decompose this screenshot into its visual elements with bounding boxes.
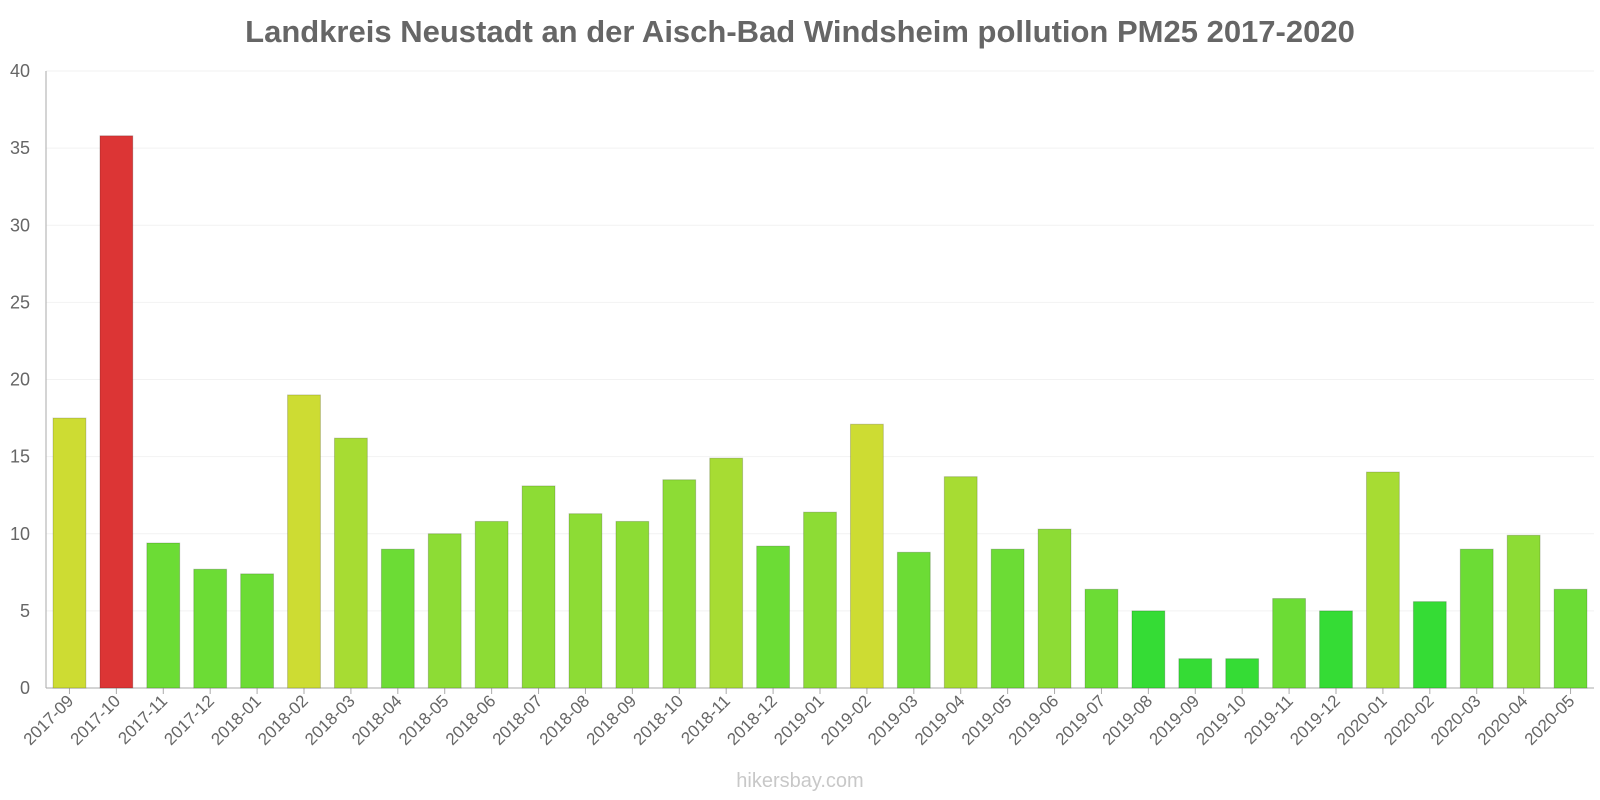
x-tick-label: 2019-01 (770, 691, 828, 749)
x-tick-labels: 2017-092017-102017-112017-122018-012018-… (20, 691, 1579, 749)
x-tick-label: 2018-02 (254, 691, 312, 749)
x-tick-label: 2019-07 (1052, 691, 1110, 749)
x-tick-label: 2018-09 (583, 691, 641, 749)
y-tick-label: 40 (10, 61, 30, 81)
y-tick-labels: 0 5 10 15 20 25 30 35 40 (10, 61, 30, 698)
x-tick-label: 2018-10 (630, 691, 688, 749)
y-tick-label: 10 (10, 524, 30, 544)
x-tick-label: 2017-09 (20, 691, 78, 749)
bar-2019-11[interactable] (1272, 598, 1307, 689)
bar-2019-09[interactable] (1178, 658, 1213, 689)
x-tick-label: 2018-07 (489, 691, 547, 749)
bar-2019-10[interactable] (1225, 658, 1260, 689)
x-tick-label: 2019-08 (1099, 691, 1157, 749)
bar-2019-02[interactable] (849, 423, 884, 689)
bar-2018-08[interactable] (568, 513, 603, 689)
bar-2019-07[interactable] (1084, 588, 1119, 689)
bar-2019-04[interactable] (943, 476, 978, 689)
x-tick-label: 2018-08 (536, 691, 594, 749)
x-tick-label: 2019-03 (864, 691, 922, 749)
x-tick-label: 2018-06 (442, 691, 500, 749)
x-tick-label: 2019-10 (1192, 691, 1250, 749)
bar-2020-05[interactable] (1553, 588, 1588, 689)
bar-2017-09[interactable] (52, 417, 87, 689)
x-tick-label: 2017-12 (160, 691, 218, 749)
x-tick-label: 2018-03 (301, 691, 359, 749)
x-tick-label: 2019-11 (1240, 691, 1297, 748)
bar-2018-01[interactable] (240, 573, 275, 689)
bar-2020-01[interactable] (1365, 471, 1400, 689)
bar-2018-02[interactable] (287, 394, 321, 689)
bar-2018-12[interactable] (756, 545, 791, 689)
x-tick-label: 2019-05 (958, 691, 1016, 749)
x-tick-label: 2020-01 (1333, 691, 1391, 749)
bar-2020-03[interactable] (1459, 548, 1494, 689)
x-tick-label: 2018-11 (677, 691, 734, 748)
bars (52, 135, 1588, 689)
bar-2018-04[interactable] (380, 548, 415, 689)
bar-2018-03[interactable] (333, 437, 368, 689)
bar-2017-10[interactable] (99, 135, 134, 689)
bar-2017-12[interactable] (193, 568, 228, 689)
bar-2017-11[interactable] (146, 542, 181, 689)
x-tick-label: 2019-06 (1005, 691, 1063, 749)
chart-title: Landkreis Neustadt an der Aisch-Bad Wind… (245, 14, 1355, 49)
bar-2018-06[interactable] (474, 520, 509, 689)
x-tick-label: 2019-04 (911, 691, 969, 749)
watermark: hikersbay.com (736, 770, 864, 792)
x-tick-label: 2018-04 (348, 691, 406, 749)
bar-2018-05[interactable] (427, 533, 462, 689)
y-tick-label: 0 (20, 678, 30, 698)
bar-2019-06[interactable] (1037, 528, 1072, 689)
y-tick-label: 5 (20, 601, 30, 621)
bar-2019-12[interactable] (1319, 610, 1353, 689)
bar-2020-04[interactable] (1506, 534, 1541, 689)
bar-2019-05[interactable] (990, 548, 1025, 689)
x-tick-label: 2017-10 (67, 691, 125, 749)
y-tick-label: 15 (10, 447, 30, 467)
y-tick-label: 30 (10, 215, 30, 235)
x-tick-label: 2020-04 (1474, 691, 1532, 749)
bar-2019-08[interactable] (1131, 610, 1166, 689)
x-tick-label: 2019-09 (1146, 691, 1204, 749)
x-tick-label: 2020-05 (1521, 691, 1579, 749)
x-tick-label: 2019-12 (1286, 691, 1344, 749)
bar-2019-01[interactable] (803, 511, 837, 689)
x-tick-label: 2018-12 (723, 691, 781, 749)
x-tick-label: 2020-02 (1380, 691, 1438, 749)
bar-2018-07[interactable] (521, 485, 556, 689)
x-tick-label: 2018-05 (395, 691, 453, 749)
bar-2020-02[interactable] (1412, 601, 1447, 689)
x-tick-label: 2017-11 (114, 691, 171, 748)
y-tick-label: 25 (10, 292, 30, 312)
bar-2019-03[interactable] (896, 551, 931, 689)
bar-2018-09[interactable] (615, 520, 650, 689)
bar-2018-11[interactable] (709, 457, 744, 689)
y-tick-label: 35 (10, 138, 30, 158)
x-tick-label: 2019-02 (817, 691, 875, 749)
bar-2018-10[interactable] (662, 479, 697, 689)
y-tick-label: 20 (10, 370, 30, 390)
x-tick-label: 2018-01 (207, 691, 265, 749)
x-tick-label: 2020-03 (1427, 691, 1485, 749)
